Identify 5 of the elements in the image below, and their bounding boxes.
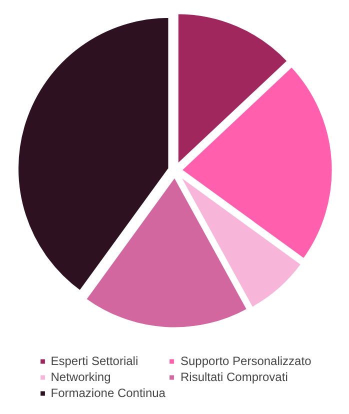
legend-label: Esperti Settoriali [50,354,138,368]
legend-label: Risultati Comprovati [180,370,288,384]
legend-label: Networking [50,370,111,384]
legend-label: Supporto Personalizzato [180,354,312,368]
legend-label: Formazione Continua [50,386,166,400]
